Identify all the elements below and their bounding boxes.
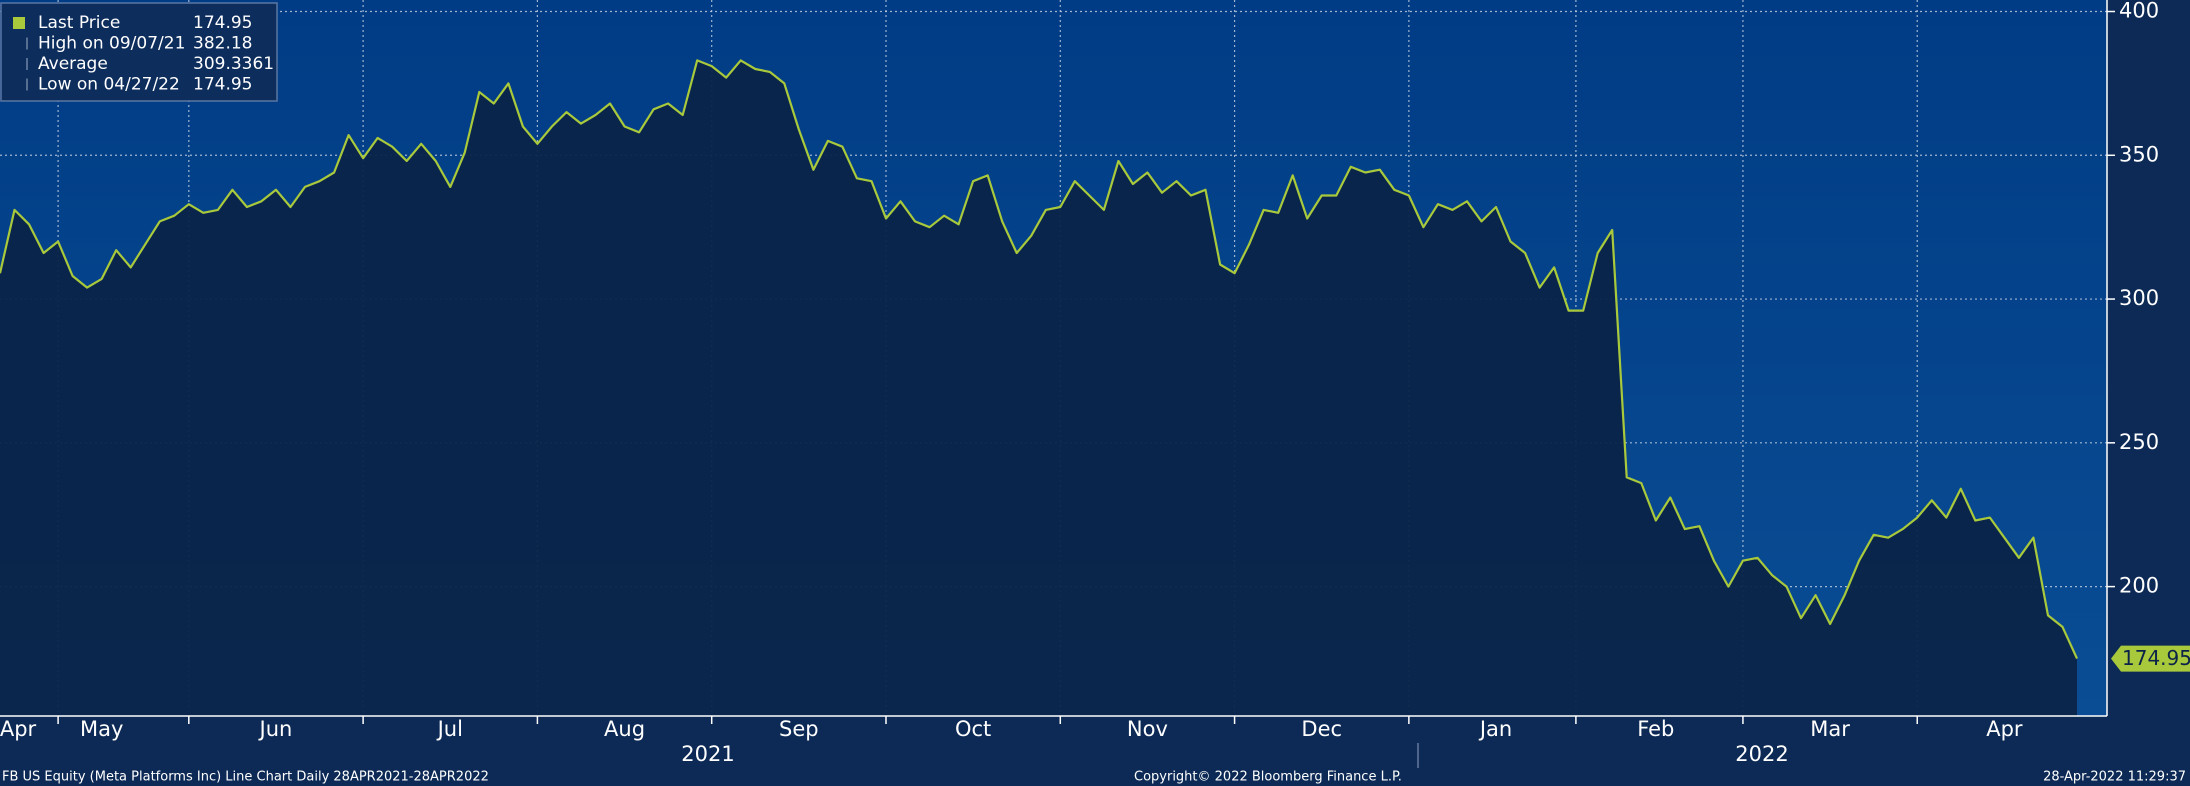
legend-value: 382.18 — [193, 34, 252, 54]
footer-right: 28-Apr-2022 11:29:37 — [2043, 770, 2186, 785]
x-tick-label: Nov — [1127, 717, 1168, 741]
legend-swatch — [13, 17, 25, 29]
legend: Last Price 174.95 High on 09/07/21 382.18 Av… — [0, 2, 278, 102]
footer-center: Copyright© 2022 Bloomberg Finance L.P. — [1134, 770, 1402, 785]
x-tick-label: Jun — [258, 717, 293, 741]
legend-value: 174.95 — [193, 13, 252, 33]
x-tick-label: Jan — [1478, 717, 1512, 741]
y-tick-label: 250 — [2119, 430, 2159, 454]
x-tick-label: Aug — [604, 717, 645, 741]
legend-value: 174.95 — [193, 75, 252, 95]
x-tick-label: Dec — [1301, 717, 1342, 741]
x-tick-label: Apr — [1986, 717, 2023, 741]
x-tick-label: Apr — [0, 717, 37, 741]
price-area — [0, 60, 2077, 716]
footer-left: FB US Equity (Meta Platforms Inc) Line C… — [2, 770, 489, 785]
x-tick-label: Oct — [955, 717, 991, 741]
y-tick-label: 300 — [2119, 286, 2159, 310]
legend-label: Low on 04/27/22 — [38, 75, 180, 95]
legend-box — [0, 2, 278, 102]
legend-label: Last Price — [38, 13, 120, 33]
y-tick-label: 350 — [2119, 142, 2159, 166]
legend-label: Average — [38, 54, 108, 74]
x-tick-label: Jul — [436, 717, 463, 741]
y-tick-label: 200 — [2119, 574, 2159, 598]
price-line — [0, 59, 2079, 660]
legend-value: 309.3361 — [193, 54, 274, 74]
last-price-tag — [2111, 645, 2190, 672]
year-label: 2021 — [681, 742, 734, 766]
x-tick-label: Mar — [1810, 717, 1850, 741]
x-tick-label: Sep — [779, 717, 819, 741]
y-tick-label: 400 — [2119, 0, 2159, 23]
x-tick-label: Feb — [1637, 717, 1674, 741]
legend-label: High on 09/07/21 — [38, 34, 185, 54]
year-label: 2022 — [1735, 742, 1788, 766]
x-tick-label: May — [80, 717, 123, 741]
last-price-label: 174.95 — [2122, 646, 2190, 670]
